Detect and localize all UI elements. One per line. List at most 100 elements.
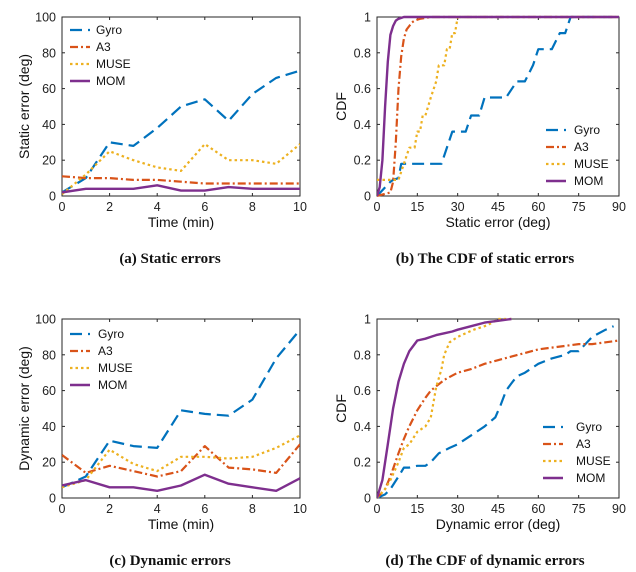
legend-label-a3: A3 (96, 40, 111, 54)
x-tick-label: 0 (374, 502, 381, 516)
y-tick-label: 1 (364, 313, 371, 327)
y-tick-label: 80 (42, 348, 56, 362)
chart-caption: (d) The CDF of dynamic errors (385, 553, 584, 569)
x-tick-label: 8 (249, 502, 256, 516)
legend-label-muse: MUSE (96, 57, 131, 71)
x-tick-label: 30 (451, 502, 465, 516)
x-tick-label: 45 (491, 502, 505, 516)
x-axis-label: Static error (deg) (445, 214, 550, 230)
legend-label-gyro: Gyro (574, 123, 600, 137)
legend-label-a3: A3 (574, 140, 589, 154)
x-tick-label: 15 (410, 200, 424, 214)
legend: Gyro A3 MUSE MOM (546, 123, 609, 188)
series-line-mom (377, 317, 512, 499)
series-line-a3 (62, 175, 300, 185)
legend-label-mom: MOM (574, 174, 603, 188)
series-line-muse (377, 317, 512, 499)
y-tick-label: 0.2 (354, 154, 371, 168)
x-axis-label: Time (min) (148, 214, 214, 230)
x-tick-label: 0 (59, 502, 66, 516)
y-tick-label: 60 (42, 82, 56, 96)
x-tick-label: 90 (612, 502, 626, 516)
legend: Gyro A3 MUSE MOM (70, 23, 131, 88)
x-tick-label: 4 (154, 502, 161, 516)
x-tick-label: 10 (293, 200, 307, 214)
legend-label-gyro: Gyro (576, 420, 602, 434)
legend-label-muse: MUSE (576, 454, 611, 468)
y-tick-label: 60 (42, 384, 56, 398)
legend-label-mom: MOM (96, 74, 125, 88)
legend-label-a3: A3 (98, 344, 113, 358)
y-tick-label: 0 (49, 190, 56, 204)
x-tick-label: 0 (374, 200, 381, 214)
x-tick-label: 75 (572, 502, 586, 516)
y-axis-label: CDF (333, 394, 349, 423)
chart-panel-4: 0 15 30 45 60 75 90 0 0.2 0.4 0.6 0.8 1 Dynamic error… (333, 313, 626, 570)
y-tick-label: 0 (49, 492, 56, 506)
y-tick-label: 0.6 (354, 82, 371, 96)
y-tick-label: 0.4 (354, 420, 371, 434)
x-tick-label: 6 (201, 502, 208, 516)
y-tick-label: 0 (364, 190, 371, 204)
y-tick-label: 0.8 (354, 46, 371, 60)
chart-caption: (a) Static errors (119, 251, 221, 267)
x-tick-label: 60 (531, 200, 545, 214)
legend-label-gyro: Gyro (98, 327, 124, 341)
legend-label-mom: MOM (98, 378, 127, 392)
series-line-a3 (62, 443, 300, 478)
y-tick-label: 20 (42, 154, 56, 168)
x-tick-label: 0 (59, 200, 66, 214)
y-axis-label: CDF (333, 92, 349, 121)
plot-area (61, 16, 301, 197)
series-line-gyro (62, 69, 300, 194)
y-axis-label: Static error (deg) (16, 54, 32, 159)
legend-label-muse: MUSE (98, 361, 133, 375)
series-line-muse (62, 434, 300, 489)
x-tick-label: 10 (293, 502, 307, 516)
legend: Gyro A3 MUSE MOM (543, 420, 611, 485)
series-line-mom (62, 184, 300, 194)
legend-label-mom: MOM (576, 471, 605, 485)
y-tick-label: 0 (364, 492, 371, 506)
series-line-gyro (62, 328, 300, 489)
x-tick-label: 2 (106, 200, 113, 214)
y-tick-label: 40 (42, 118, 56, 132)
y-tick-label: 100 (35, 11, 56, 25)
x-axis-label: Dynamic error (deg) (436, 516, 560, 532)
x-tick-label: 8 (249, 200, 256, 214)
series-line-muse (62, 143, 300, 196)
y-tick-label: 40 (42, 420, 56, 434)
x-tick-label: 75 (572, 200, 586, 214)
x-tick-label: 2 (106, 502, 113, 516)
x-tick-label: 60 (531, 502, 545, 516)
y-tick-label: 0.2 (354, 456, 371, 470)
series-line-muse (377, 15, 619, 181)
chart-panel-2: 0 15 30 45 60 75 90 0 0.2 0.4 0.6 0.8 1 Static error … (333, 11, 626, 268)
legend-label-muse: MUSE (574, 157, 609, 171)
legend-label-gyro: Gyro (96, 23, 122, 37)
series-line-a3 (377, 339, 619, 499)
chart-caption: (c) Dynamic errors (109, 553, 231, 569)
x-tick-label: 30 (451, 200, 465, 214)
x-tick-label: 4 (154, 200, 161, 214)
series-line-gyro (377, 325, 615, 500)
chart-caption: (b) The CDF of static errors (396, 251, 575, 267)
y-tick-label: 0.8 (354, 348, 371, 362)
x-tick-label: 45 (491, 200, 505, 214)
y-tick-label: 1 (364, 11, 371, 25)
plot-area (61, 318, 301, 499)
x-axis-label: Time (min) (148, 516, 214, 532)
y-tick-label: 20 (42, 456, 56, 470)
x-tick-label: 6 (201, 200, 208, 214)
y-tick-label: 0.4 (354, 118, 371, 132)
y-tick-label: 80 (42, 46, 56, 60)
x-tick-label: 90 (612, 200, 626, 214)
series-line-mom (377, 15, 619, 197)
legend-label-a3: A3 (576, 437, 591, 451)
y-axis-label: Dynamic error (deg) (16, 346, 32, 470)
legend: Gyro A3 MUSE MOM (70, 327, 133, 392)
x-tick-label: 15 (410, 502, 424, 516)
